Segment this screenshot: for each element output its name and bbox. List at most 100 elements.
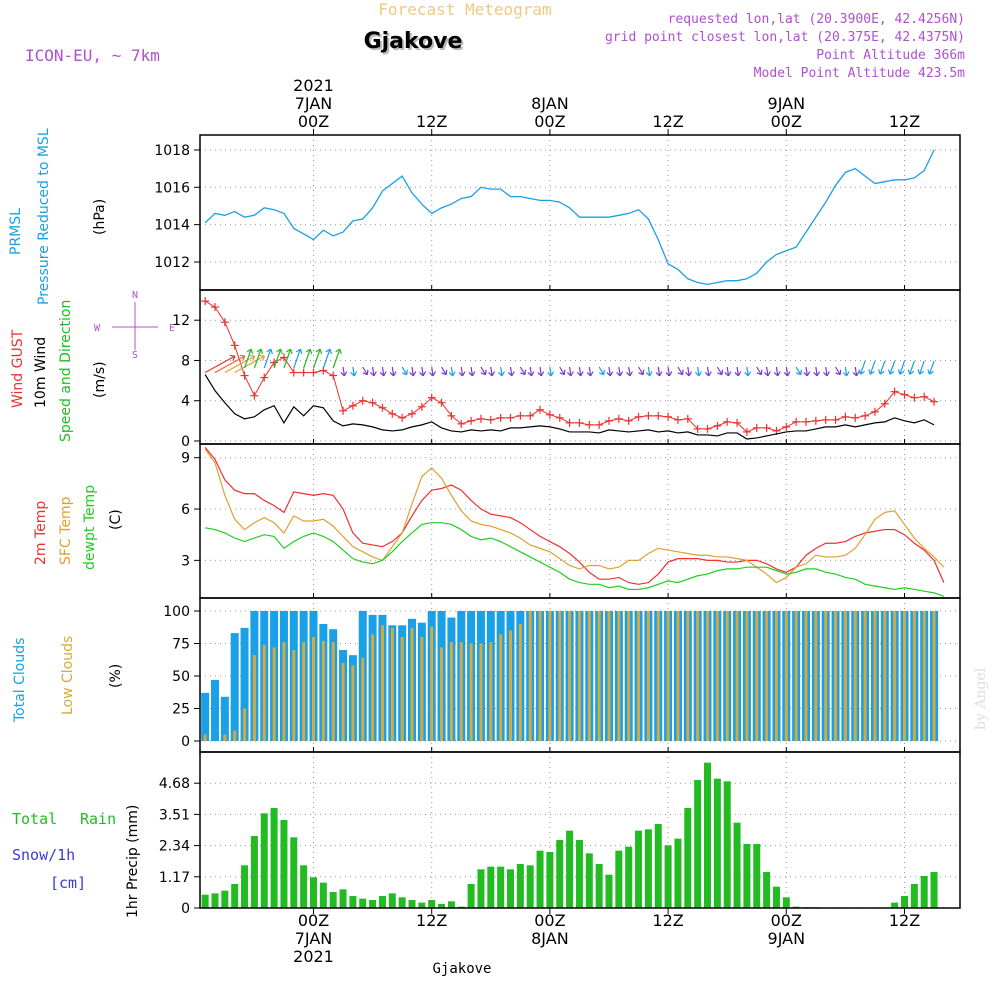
- total-label: Total: [12, 810, 57, 828]
- gust-marker: [644, 411, 653, 420]
- total-clouds-bar: [201, 692, 210, 741]
- gust-marker: [654, 411, 663, 420]
- wind-direction-arrow: [480, 366, 487, 376]
- pressure-unit: (hPa): [92, 199, 108, 235]
- wind-direction-arrow: [224, 354, 256, 374]
- wind-direction-arrow: [441, 366, 448, 376]
- rain-bar: [585, 853, 593, 908]
- gust-marker: [703, 424, 712, 433]
- compass-south: S: [132, 350, 138, 361]
- wind-direction-arrow: [616, 366, 624, 377]
- wind-direction-arrow: [685, 366, 693, 377]
- wind-direction-arrow: [488, 366, 496, 377]
- gust-marker: [368, 398, 377, 407]
- wind-direction-arrow: [823, 366, 830, 377]
- rain-bar: [369, 900, 377, 908]
- bottom-tick-label: 00Z: [771, 911, 802, 930]
- total-clouds-label: Total Clouds: [12, 638, 28, 723]
- low-clouds-bar: [903, 611, 906, 741]
- gust-marker: [673, 415, 682, 424]
- gust-marker: [378, 403, 387, 412]
- requested-coordinates: requested lon,lat (20.3900E, 42.4256N): [668, 12, 965, 27]
- wind-direction-arrow: [842, 366, 850, 377]
- grid-point-coordinates: grid point closest lon,lat (20.375E, 42.…: [605, 30, 965, 45]
- gust-marker: [851, 413, 860, 422]
- low-clouds-bar: [932, 611, 936, 741]
- location-title: Gjakove: [364, 29, 463, 54]
- low-clouds-bar: [666, 611, 670, 741]
- low-clouds-bar: [568, 611, 572, 741]
- gust-marker: [782, 422, 791, 431]
- temp-unit: (C): [108, 509, 124, 530]
- gust-marker: [201, 297, 210, 306]
- compass-rose: N S W E: [94, 290, 175, 361]
- gust-marker: [565, 418, 574, 427]
- gust-marker: [486, 415, 495, 424]
- wind-direction-arrow: [868, 360, 876, 375]
- rain-bar: [664, 845, 672, 908]
- gust-marker: [713, 421, 722, 430]
- rain-bar: [349, 896, 357, 908]
- low-clouds-bar: [804, 611, 808, 741]
- bottom-tick-label: 2021: [293, 947, 334, 966]
- wind-direction-arrow: [677, 366, 684, 376]
- low-clouds-bar: [646, 611, 650, 741]
- rain-bar: [595, 864, 603, 908]
- bottom-tick-label: 7JAN: [295, 929, 333, 948]
- rain-bar: [418, 902, 426, 908]
- wind-direction-arrow: [744, 366, 752, 377]
- wind-direction-arrow: [704, 366, 712, 377]
- total-clouds-bar: [220, 696, 229, 741]
- pressure-line: [204, 149, 935, 286]
- low-clouds-bar: [725, 611, 729, 741]
- top-tick-label: 7JAN: [295, 94, 333, 113]
- gust-marker: [664, 412, 673, 421]
- gust-marker: [536, 405, 545, 414]
- y-tick-label: 75: [172, 637, 190, 653]
- gust-marker: [555, 413, 564, 422]
- y-tick-label: 0: [181, 734, 190, 750]
- gust-marker: [930, 397, 939, 406]
- gust-marker: [427, 393, 436, 402]
- wind-direction-arrow: [559, 366, 566, 376]
- y-tick-label: 1.17: [159, 870, 190, 886]
- wind-direction-arrow: [332, 348, 342, 369]
- low-clouds-bar: [824, 611, 828, 741]
- low-clouds-bar: [292, 650, 296, 741]
- low-clouds-bar: [558, 611, 562, 741]
- gust-marker: [230, 341, 239, 350]
- rain-bar: [713, 778, 721, 908]
- y-tick-label: 12: [172, 313, 190, 329]
- rain-bar: [575, 840, 583, 908]
- gust-marker: [260, 373, 269, 382]
- clouds-unit: (%): [108, 664, 124, 688]
- rain-bar: [310, 877, 317, 908]
- gust-marker: [516, 411, 525, 420]
- y-tick-label: 0: [181, 434, 190, 450]
- wind-direction-arrow: [852, 366, 860, 377]
- wind-unit: (m/s): [92, 361, 108, 398]
- y-tick-label: 25: [172, 702, 190, 718]
- y-tick-label: 0: [181, 901, 190, 917]
- rain-bar: [319, 882, 327, 908]
- wind-direction-arrow: [340, 366, 348, 377]
- pressure-label-name: Pressure Reduced to MSL: [36, 128, 52, 305]
- rain-bar: [920, 876, 928, 908]
- y-tick-label: 4.68: [159, 776, 190, 792]
- temp-dewpt-label: dewpt Temp: [82, 485, 98, 570]
- low-clouds-bar: [686, 611, 690, 741]
- rain-bar: [447, 901, 455, 908]
- gust-marker: [417, 402, 426, 411]
- rain-bar: [398, 897, 406, 908]
- wind-direction-arrow: [803, 366, 811, 377]
- wind-direction-arrow: [783, 366, 791, 377]
- low-clouds-bar: [814, 611, 818, 741]
- rain-bar: [221, 890, 229, 908]
- low-clouds-bar: [341, 663, 345, 741]
- wind-direction-arrow: [312, 348, 323, 369]
- wind-direction-arrow: [734, 366, 742, 377]
- low-clouds-bar: [302, 642, 306, 741]
- wind-direction-arrow: [645, 366, 653, 377]
- precip-ylabel: 1hr Precip (mm): [125, 805, 141, 918]
